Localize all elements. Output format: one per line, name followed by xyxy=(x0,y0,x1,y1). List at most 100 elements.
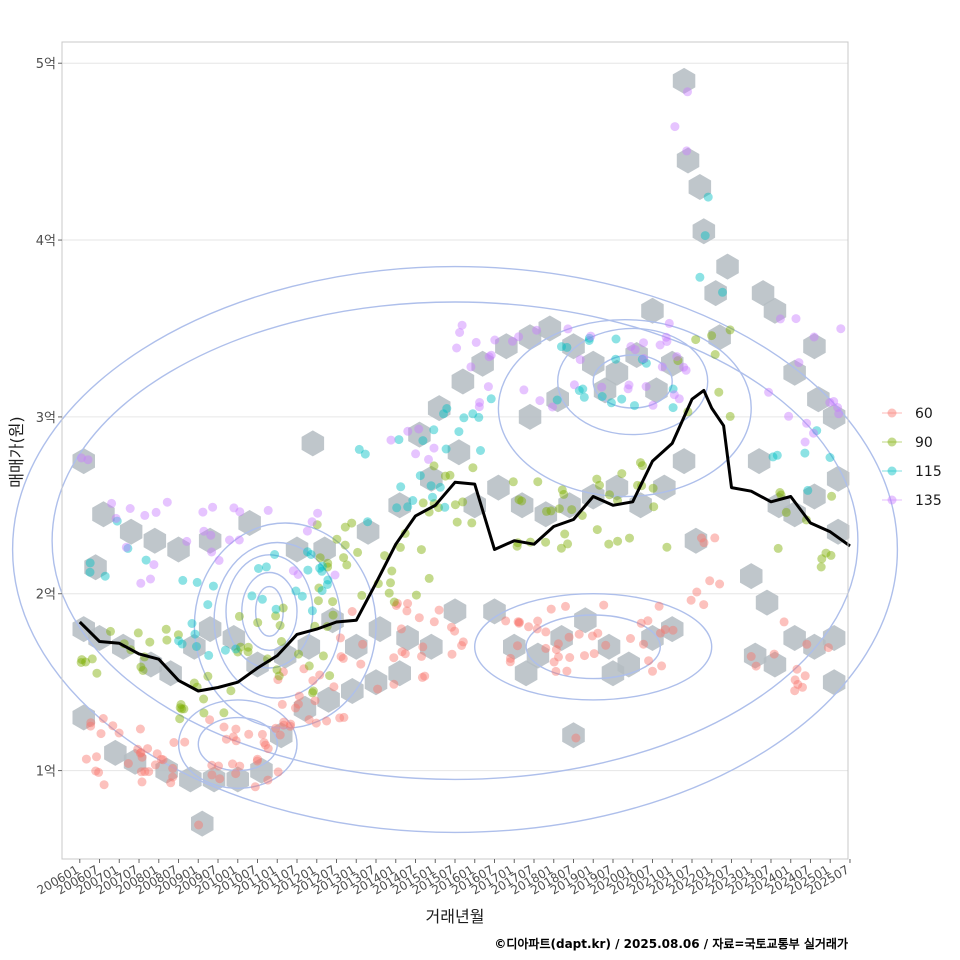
scatter-point-135 xyxy=(575,355,585,365)
scatter-point-60 xyxy=(769,649,779,659)
scatter-point-135 xyxy=(681,365,691,375)
scatter-point-60 xyxy=(599,600,609,610)
hex-bin xyxy=(250,757,273,784)
scatter-point-90 xyxy=(175,703,185,713)
hex-bin xyxy=(88,625,111,651)
scatter-point-115 xyxy=(552,395,562,405)
scatter-point-60 xyxy=(501,616,511,626)
y-axis-ticks: 1억 2억 3억 4억 5억 xyxy=(36,57,62,780)
scatter-point-90 xyxy=(673,356,683,366)
scatter-point-90 xyxy=(662,542,672,552)
scatter-point-90 xyxy=(595,480,604,490)
scatter-point-90 xyxy=(567,505,577,515)
scatter-point-135 xyxy=(111,513,121,523)
scatter-point-60 xyxy=(400,649,410,659)
grid-layer xyxy=(62,62,848,772)
scatter-point-60 xyxy=(339,712,349,722)
scatter-point-90 xyxy=(386,578,395,588)
scatter-point-90 xyxy=(781,507,791,517)
scatter-point-90 xyxy=(725,325,735,335)
scatter-point-115 xyxy=(257,594,267,604)
scatter-point-115 xyxy=(574,386,584,395)
scatter-point-135 xyxy=(662,337,672,346)
scatter-point-60 xyxy=(532,624,542,634)
density-contour xyxy=(193,522,377,729)
scatter-point-60 xyxy=(322,716,332,726)
scatter-point-135 xyxy=(809,428,818,438)
density-contour xyxy=(241,571,298,652)
scatter-point-60 xyxy=(168,772,178,782)
scatter-point-115 xyxy=(486,394,496,404)
scatter-point-60 xyxy=(505,657,515,667)
hex-bin xyxy=(301,430,325,457)
hex-bin xyxy=(198,527,222,554)
scatter-point-135 xyxy=(429,443,439,453)
scatter-point-60 xyxy=(554,652,563,662)
hex-bin xyxy=(143,527,167,554)
scatter-point-135 xyxy=(486,350,496,360)
scatter-point-90 xyxy=(199,694,209,704)
scatter-point-60 xyxy=(458,637,468,647)
scatter-point-60 xyxy=(219,722,229,732)
legend-label-60: 60 xyxy=(915,406,933,422)
scatter-point-135 xyxy=(313,508,323,518)
scatter-point-115 xyxy=(317,561,327,571)
scatter-point-90 xyxy=(92,668,102,678)
scatter-point-60 xyxy=(587,631,597,641)
scatter-point-60 xyxy=(207,770,217,780)
hex-bin xyxy=(368,616,392,643)
scatter-point-135 xyxy=(471,337,481,347)
scatter-point-135 xyxy=(597,382,607,392)
scatter-point-135 xyxy=(563,324,573,334)
hex-bin xyxy=(601,660,625,687)
scatter-point-115 xyxy=(476,446,485,455)
scatter-point-135 xyxy=(151,507,161,517)
scatter-point-60 xyxy=(98,714,108,723)
scatter-point-90 xyxy=(340,522,350,532)
scatter-point-60 xyxy=(800,671,810,681)
density-contour xyxy=(592,354,673,409)
hex-bin xyxy=(676,147,700,174)
legend-key-115 xyxy=(887,466,897,476)
scatter-point-60 xyxy=(214,761,223,771)
scatter-point-135 xyxy=(800,437,810,447)
scatter-point-135 xyxy=(162,497,172,507)
scatter-point-60 xyxy=(285,721,295,731)
scatter-point-90 xyxy=(357,590,367,600)
scatter-point-90 xyxy=(648,483,658,493)
scatter-point-60 xyxy=(779,617,789,627)
scatter-point-60 xyxy=(308,676,318,686)
scatter-point-60 xyxy=(315,670,325,680)
hex-bin xyxy=(546,386,569,413)
hex-bin xyxy=(672,67,696,94)
hex-bin xyxy=(803,333,826,360)
scatter-point-90 xyxy=(514,495,524,505)
scatter-point-135 xyxy=(682,146,692,156)
scatter-point-60 xyxy=(513,617,523,627)
scatter-point-115 xyxy=(220,645,230,655)
scatter-point-90 xyxy=(312,520,322,530)
scatter-point-135 xyxy=(146,574,155,584)
scatter-point-115 xyxy=(231,644,241,654)
scatter-point-90 xyxy=(77,655,87,665)
hex-bin xyxy=(313,536,336,563)
scatter-point-115 xyxy=(100,571,110,581)
scatter-point-60 xyxy=(697,533,706,543)
scatter-point-60 xyxy=(358,639,368,649)
hex-bin xyxy=(443,598,467,625)
scatter-point-135 xyxy=(484,352,494,362)
hex-bin xyxy=(503,633,526,660)
scatter-point-90 xyxy=(325,671,335,681)
hex-bin xyxy=(641,625,664,651)
scatter-point-90 xyxy=(691,335,701,345)
scatter-point-115 xyxy=(703,192,713,202)
scatter-point-135 xyxy=(206,530,216,540)
scatter-point-115 xyxy=(454,427,464,437)
hex-bin xyxy=(420,633,443,660)
scatter-point-115 xyxy=(322,580,332,589)
hex-bin xyxy=(740,563,763,590)
hex-bin xyxy=(92,501,115,528)
legend: 60 90 115 135 xyxy=(882,406,942,509)
scatter-point-90 xyxy=(304,661,314,671)
